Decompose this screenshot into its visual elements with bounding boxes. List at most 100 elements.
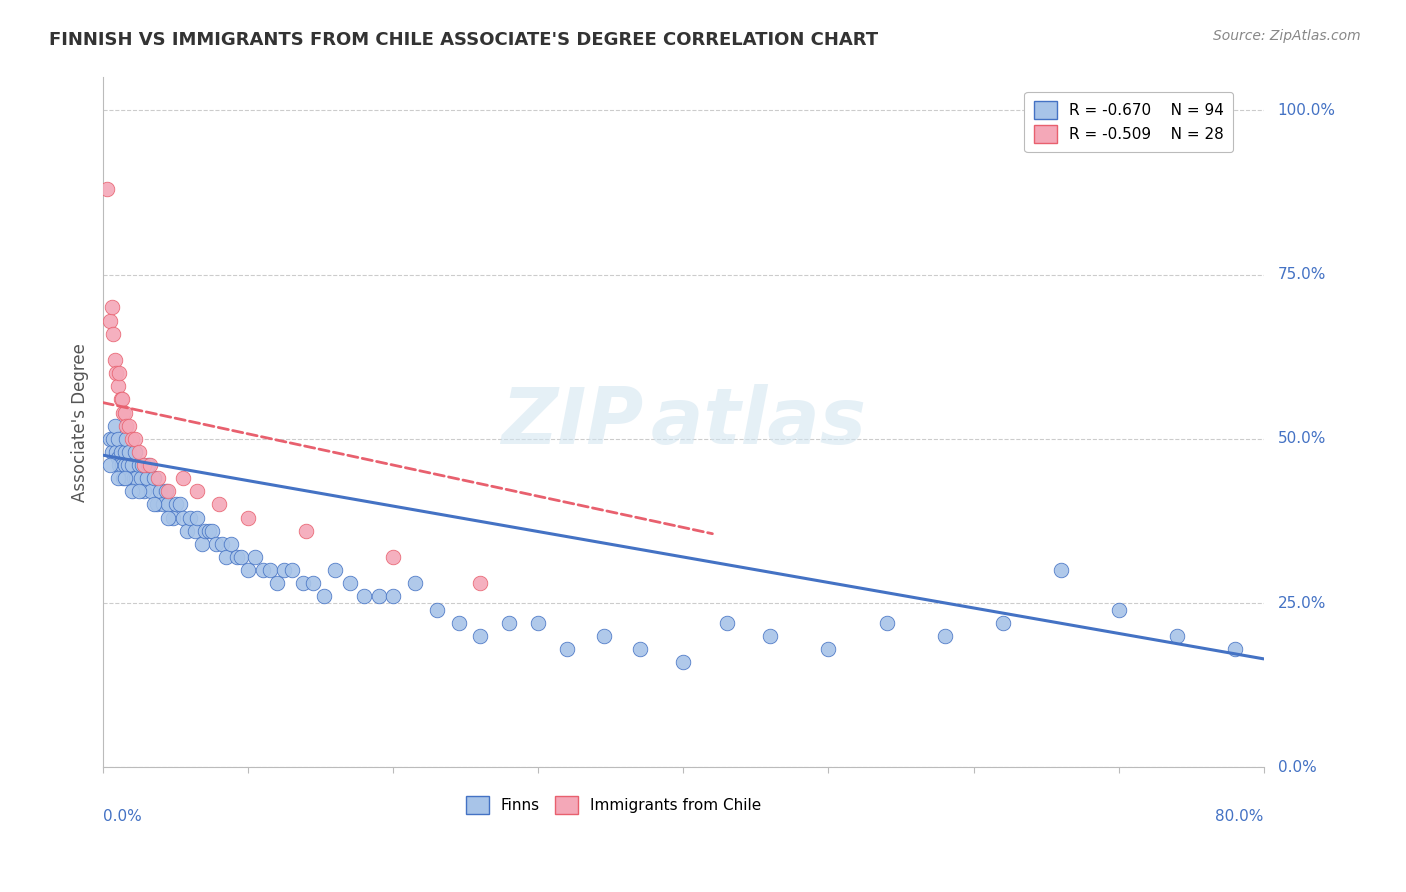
Point — [817, 642, 839, 657]
Point — [112, 405, 135, 419]
Point — [107, 471, 129, 485]
Point — [876, 615, 898, 630]
Point — [186, 510, 208, 524]
Point — [149, 484, 172, 499]
Point — [323, 563, 346, 577]
Point — [142, 498, 165, 512]
Point — [225, 549, 247, 564]
Point — [114, 458, 136, 472]
Text: 80.0%: 80.0% — [1215, 809, 1264, 823]
Point — [498, 615, 520, 630]
Text: FINNISH VS IMMIGRANTS FROM CHILE ASSOCIATE'S DEGREE CORRELATION CHART: FINNISH VS IMMIGRANTS FROM CHILE ASSOCIA… — [49, 31, 879, 49]
Point — [122, 471, 145, 485]
Point — [172, 471, 194, 485]
Point — [136, 458, 159, 472]
Point — [169, 498, 191, 512]
Point — [208, 498, 231, 512]
Point — [121, 484, 143, 499]
Point — [146, 498, 169, 512]
Point — [120, 471, 142, 485]
Point — [991, 615, 1014, 630]
Point — [215, 549, 238, 564]
Point — [96, 182, 118, 196]
Point — [115, 432, 138, 446]
Point — [447, 615, 470, 630]
Point — [121, 432, 143, 446]
Point — [273, 563, 295, 577]
Point — [557, 642, 579, 657]
Text: ZIP atlas: ZIP atlas — [501, 384, 866, 460]
Point — [100, 313, 122, 327]
Text: 50.0%: 50.0% — [1278, 431, 1326, 446]
Point — [205, 537, 228, 551]
Point — [103, 326, 125, 341]
Point — [132, 458, 155, 472]
Point — [176, 524, 198, 538]
Text: 0.0%: 0.0% — [1278, 760, 1316, 775]
Point — [111, 458, 134, 472]
Point — [114, 405, 136, 419]
Y-axis label: Associate's Degree: Associate's Degree — [72, 343, 89, 502]
Point — [101, 301, 124, 315]
Point — [157, 498, 180, 512]
Point — [194, 524, 217, 538]
Point — [157, 484, 180, 499]
Point — [266, 576, 288, 591]
Point — [128, 445, 150, 459]
Point — [219, 537, 242, 551]
Point — [142, 471, 165, 485]
Point — [716, 615, 738, 630]
Point — [179, 510, 201, 524]
Point — [148, 471, 170, 485]
Legend: Finns, Immigrants from Chile: Finns, Immigrants from Chile — [458, 789, 769, 822]
Point — [138, 458, 160, 472]
Point — [104, 418, 127, 433]
Point — [302, 576, 325, 591]
Point — [191, 537, 214, 551]
Point — [382, 549, 405, 564]
Point — [131, 458, 153, 472]
Point — [404, 576, 426, 591]
Point — [105, 445, 128, 459]
Text: Source: ZipAtlas.com: Source: ZipAtlas.com — [1213, 29, 1361, 43]
Point — [312, 590, 335, 604]
Point — [229, 549, 252, 564]
Point — [238, 510, 260, 524]
Point — [592, 629, 614, 643]
Point — [118, 418, 141, 433]
Point — [157, 510, 180, 524]
Text: 25.0%: 25.0% — [1278, 596, 1326, 610]
Point — [105, 366, 128, 380]
Point — [759, 629, 782, 643]
Point — [672, 655, 695, 669]
Point — [117, 458, 139, 472]
Point — [470, 629, 492, 643]
Point — [245, 549, 267, 564]
Point — [198, 524, 221, 538]
Point — [152, 498, 174, 512]
Point — [1049, 563, 1071, 577]
Point — [1108, 602, 1130, 616]
Point — [107, 451, 129, 466]
Point — [111, 392, 134, 407]
Point — [118, 445, 141, 459]
Text: 75.0%: 75.0% — [1278, 267, 1326, 282]
Point — [1166, 629, 1188, 643]
Point — [162, 510, 184, 524]
Point — [1223, 642, 1246, 657]
Point — [100, 432, 122, 446]
Point — [110, 445, 132, 459]
Text: 100.0%: 100.0% — [1278, 103, 1336, 118]
Point — [155, 484, 177, 499]
Point — [110, 392, 132, 407]
Point — [108, 366, 131, 380]
Point — [172, 510, 194, 524]
Point — [295, 524, 318, 538]
Point — [527, 615, 550, 630]
Point — [426, 602, 449, 616]
Point — [353, 590, 375, 604]
Point — [139, 484, 162, 499]
Point — [211, 537, 233, 551]
Point — [628, 642, 651, 657]
Point — [382, 590, 405, 604]
